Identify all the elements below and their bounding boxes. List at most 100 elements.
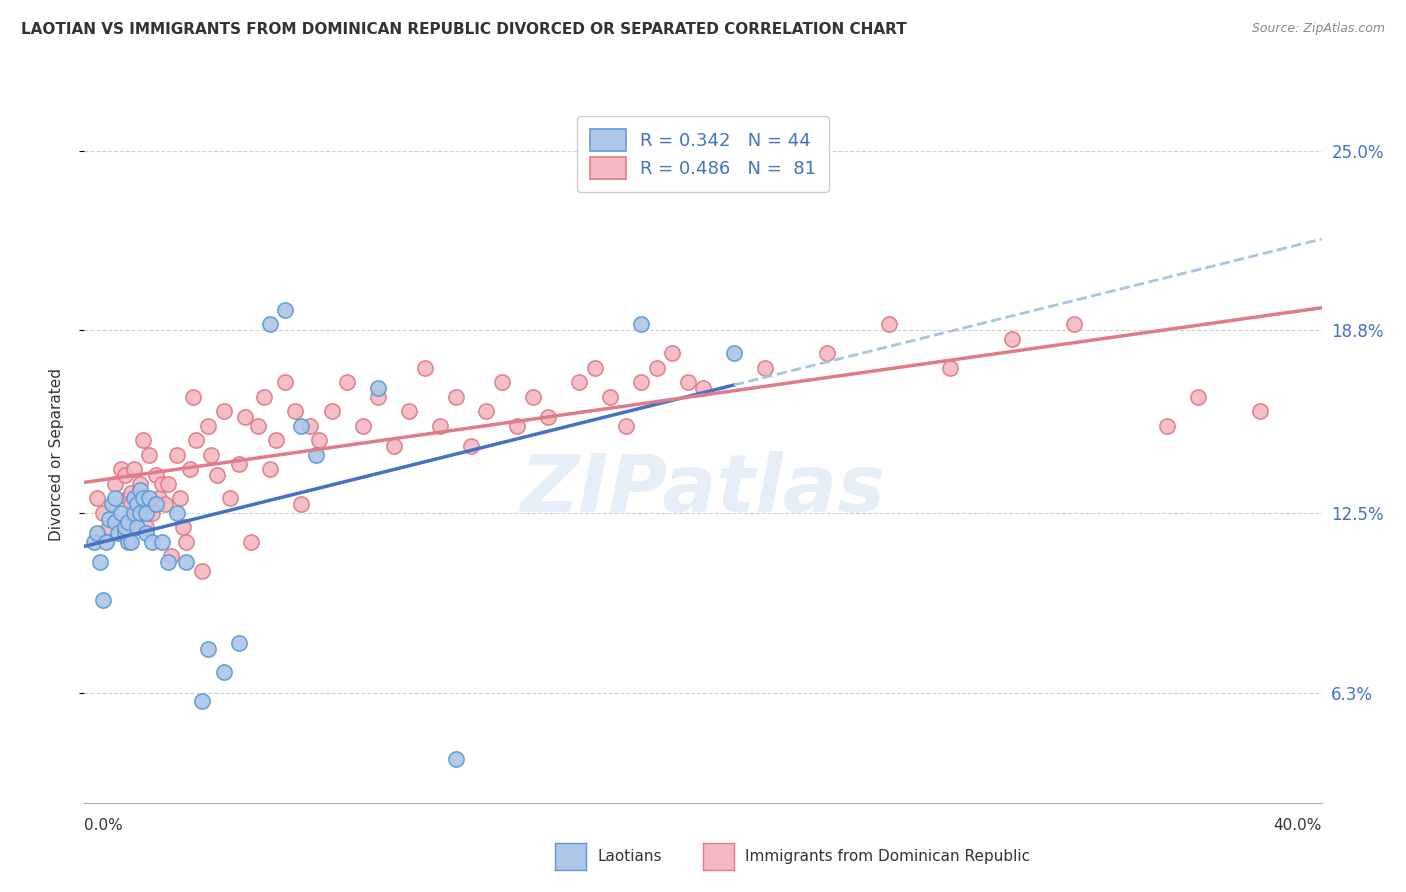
Point (145, 497, 167, 511)
Point (94, 535, 117, 549)
Point (284, 404, 307, 418)
Point (135, 520, 157, 534)
Point (253, 390, 276, 404)
Point (122, 462, 145, 476)
Point (98, 512, 121, 526)
Point (460, 439, 482, 453)
Point (176, 535, 198, 549)
Point (120, 497, 142, 511)
Point (336, 376, 359, 390)
Point (86, 526, 108, 541)
Point (1063, 318, 1085, 332)
Point (218, 491, 240, 506)
Text: 40.0%: 40.0% (1274, 818, 1322, 832)
Point (475, 404, 498, 418)
Point (176, 555, 198, 569)
Point (614, 419, 637, 434)
Point (117, 515, 139, 529)
Point (352, 419, 374, 434)
Point (444, 390, 467, 404)
Point (522, 390, 544, 404)
Point (145, 468, 167, 483)
Point (200, 448, 222, 462)
Point (179, 462, 201, 476)
Point (160, 549, 183, 564)
Point (114, 468, 136, 483)
Point (259, 318, 281, 332)
Point (120, 535, 142, 549)
Point (305, 448, 328, 462)
Point (172, 520, 194, 534)
Point (233, 410, 256, 425)
Point (91, 592, 114, 607)
Point (83, 535, 105, 549)
Text: LAOTIAN VS IMMIGRANTS FROM DOMINICAN REPUBLIC DIVORCED OR SEPARATED CORRELATION : LAOTIAN VS IMMIGRANTS FROM DOMINICAN REP… (21, 22, 907, 37)
Text: Immigrants from Dominican Republic: Immigrants from Dominican Republic (745, 849, 1031, 863)
Point (156, 476, 179, 491)
Point (429, 419, 451, 434)
Point (246, 419, 269, 434)
Point (1156, 419, 1178, 434)
Point (132, 434, 155, 448)
Point (114, 526, 136, 541)
Point (723, 346, 745, 360)
Point (491, 376, 513, 390)
Point (506, 419, 529, 434)
Legend: R = 0.342   N = 44, R = 0.486   N =  81: R = 0.342 N = 44, R = 0.486 N = 81 (576, 116, 830, 192)
Point (630, 318, 652, 332)
Point (153, 497, 176, 511)
Point (125, 520, 148, 534)
Point (212, 404, 235, 418)
Point (166, 448, 188, 462)
Point (169, 491, 191, 506)
Point (86, 491, 108, 506)
Point (228, 636, 250, 650)
Y-axis label: Divorced or Separated: Divorced or Separated (49, 368, 63, 541)
Point (91, 506, 114, 520)
Point (413, 361, 436, 376)
Point (259, 462, 281, 476)
Point (537, 410, 560, 425)
Point (568, 376, 591, 390)
Point (1001, 332, 1024, 346)
Point (877, 318, 900, 332)
Point (117, 535, 139, 549)
Text: Laotians: Laotians (598, 849, 662, 863)
Point (308, 434, 330, 448)
Point (321, 404, 343, 418)
Point (166, 506, 188, 520)
Point (141, 535, 163, 549)
Point (138, 448, 160, 462)
Point (150, 476, 173, 491)
Point (135, 526, 157, 541)
Point (290, 497, 312, 511)
Point (191, 694, 214, 708)
Point (141, 506, 163, 520)
Point (240, 535, 263, 549)
Text: Source: ZipAtlas.com: Source: ZipAtlas.com (1251, 22, 1385, 36)
Point (150, 535, 173, 549)
Point (107, 526, 129, 541)
Point (110, 462, 132, 476)
Point (645, 361, 668, 376)
Point (114, 520, 136, 534)
Point (125, 491, 148, 506)
Point (104, 476, 127, 491)
Point (815, 346, 838, 360)
Text: ZIPatlas: ZIPatlas (520, 450, 886, 529)
Point (692, 381, 714, 395)
Point (135, 506, 157, 520)
Point (104, 515, 127, 529)
Point (129, 483, 152, 497)
Point (382, 439, 405, 453)
Point (299, 419, 322, 434)
Point (212, 665, 235, 680)
Point (138, 491, 160, 506)
Point (1249, 404, 1271, 418)
Point (444, 752, 467, 766)
Point (274, 303, 297, 318)
Point (274, 376, 297, 390)
Point (398, 404, 420, 418)
Point (264, 434, 287, 448)
Point (122, 491, 145, 506)
